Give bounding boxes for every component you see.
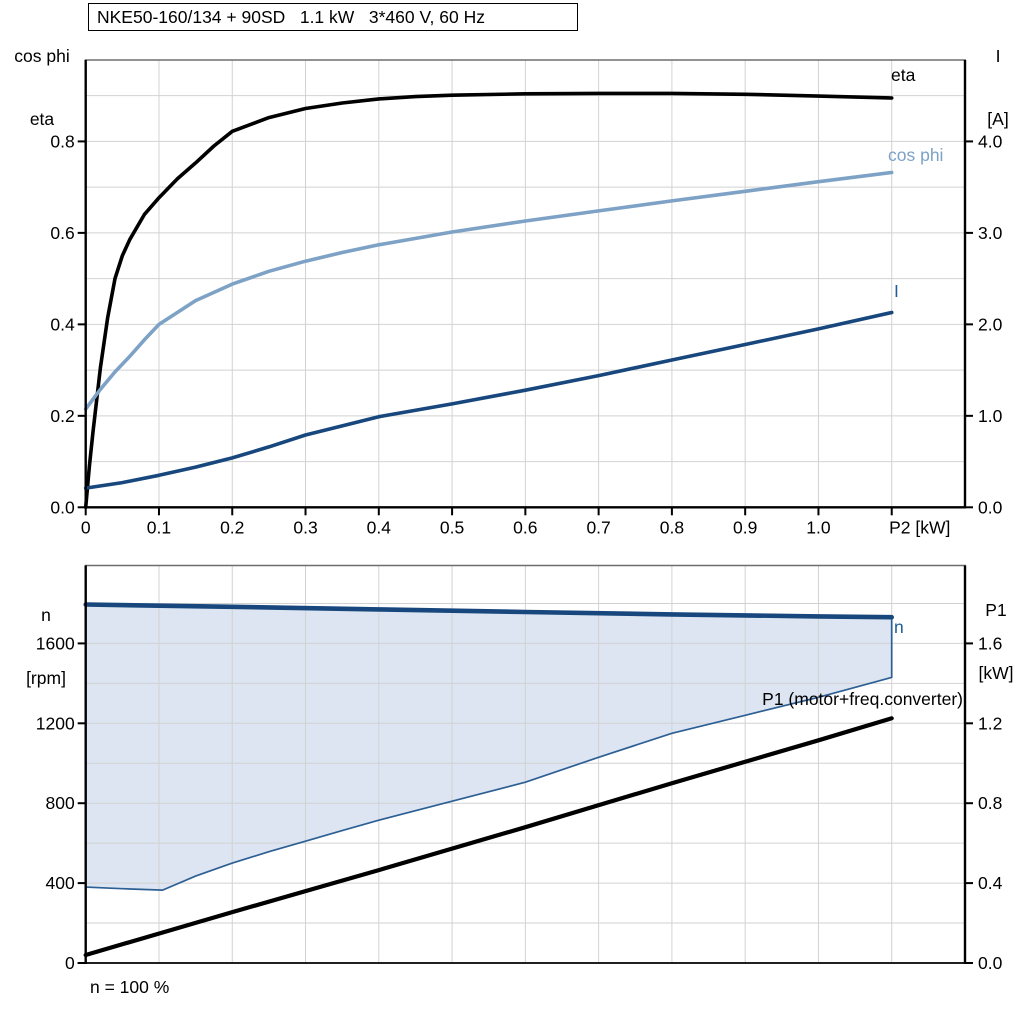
n-curve	[83, 602, 895, 620]
right-tick-label: 0.8	[978, 793, 1002, 813]
p1-curve-label: P1 (motor+freq.converter)	[762, 689, 963, 709]
top-right-axis-title: I [A]	[974, 4, 1022, 151]
right-tick-label: 1.2	[978, 713, 1002, 733]
axis-title-current: I	[995, 46, 1001, 66]
right-tick-label: 1.6	[978, 633, 1002, 653]
left-tick-label: 0.8	[50, 131, 74, 151]
axis-title-eta: eta	[29, 109, 55, 129]
cos-phi-curve-label: cos phi	[888, 145, 944, 165]
bottom-left-axis-title: n [rpm]	[10, 563, 82, 710]
P1 (motor+freq.converter)-curve	[83, 716, 894, 958]
left-tick-label: 0.0	[50, 497, 75, 517]
left-tick-label: 0.2	[50, 406, 74, 426]
x-tick-label: 0.6	[513, 517, 537, 537]
top-chart: 0.0 0.2 0.4 0.6 0.8 0.0 1.0 2.0 3.0 4.0 0 0.1 0.2 0.3…	[50, 59, 1003, 537]
x-tick-label: 0	[81, 517, 91, 537]
right-tick-label: 1.0	[978, 406, 1003, 426]
speed-footnote: n = 100 %	[90, 977, 170, 997]
x-tick-label: 0.4	[367, 517, 392, 537]
axis-title-p1-unit: [kW]	[978, 663, 1014, 683]
left-tick-label: 0.6	[50, 223, 74, 243]
axis-title-cos-phi: cos phi	[14, 46, 70, 66]
eta-curve-label: eta	[891, 65, 916, 85]
right-tick-label: 0.0	[978, 497, 1003, 517]
x-tick-label: 0.7	[586, 517, 610, 537]
axis-title-current-unit: [A]	[987, 109, 1009, 129]
x-tick-label: 0.5	[440, 517, 464, 537]
left-tick-label: 1600	[36, 633, 75, 653]
gridlines	[85, 60, 965, 508]
axis-title-p1: P1	[985, 600, 1007, 620]
axis-title-speed-unit: [rpm]	[26, 668, 66, 688]
x-tick-label: 0.2	[220, 517, 244, 537]
chart-title-box: NKE50-160/134 + 90SD 1.1 kW 3*460 V, 60 …	[88, 3, 578, 31]
x-tick-label: 0.3	[293, 517, 317, 537]
left-tick-label: 800	[45, 793, 74, 813]
gridlines	[85, 565, 965, 963]
right-tick-label: 0.4	[978, 873, 1003, 893]
left-tick-label: 0	[65, 953, 75, 973]
top-left-axis-title: cos phi eta	[2, 4, 82, 151]
x-tick-label: 0.9	[733, 517, 757, 537]
bottom-chart: 0 400 800 1200 1600 0.0 0.4 0.8 1.2 1.6	[36, 564, 1003, 973]
right-tick-label: 0.0	[978, 953, 1003, 973]
left-tick-label: 400	[45, 873, 74, 893]
current-curve-label: I	[894, 281, 899, 301]
axis-title-speed: n	[41, 605, 51, 625]
right-tick-label: 2.0	[978, 314, 1003, 334]
right-tick-label: 3.0	[978, 223, 1003, 243]
cos phi-curve	[83, 170, 894, 411]
speed-control-range-fill	[85, 604, 892, 891]
left-tick-label: 1200	[36, 713, 75, 733]
bottom-right-axis-title: P1 [kW]	[968, 558, 1024, 705]
x-tick-label: 1.0	[806, 517, 831, 537]
right-tick-label: 4.0	[978, 131, 1003, 151]
speed-curve-label: n	[894, 617, 904, 637]
x-tick-label: 0.8	[660, 517, 684, 537]
eta-curve	[83, 91, 894, 510]
I-curve	[83, 310, 894, 490]
x-tick-label: 0.1	[147, 517, 171, 537]
x-axis-label: P2 [kW]	[889, 517, 950, 537]
left-tick-label: 0.4	[50, 314, 75, 334]
